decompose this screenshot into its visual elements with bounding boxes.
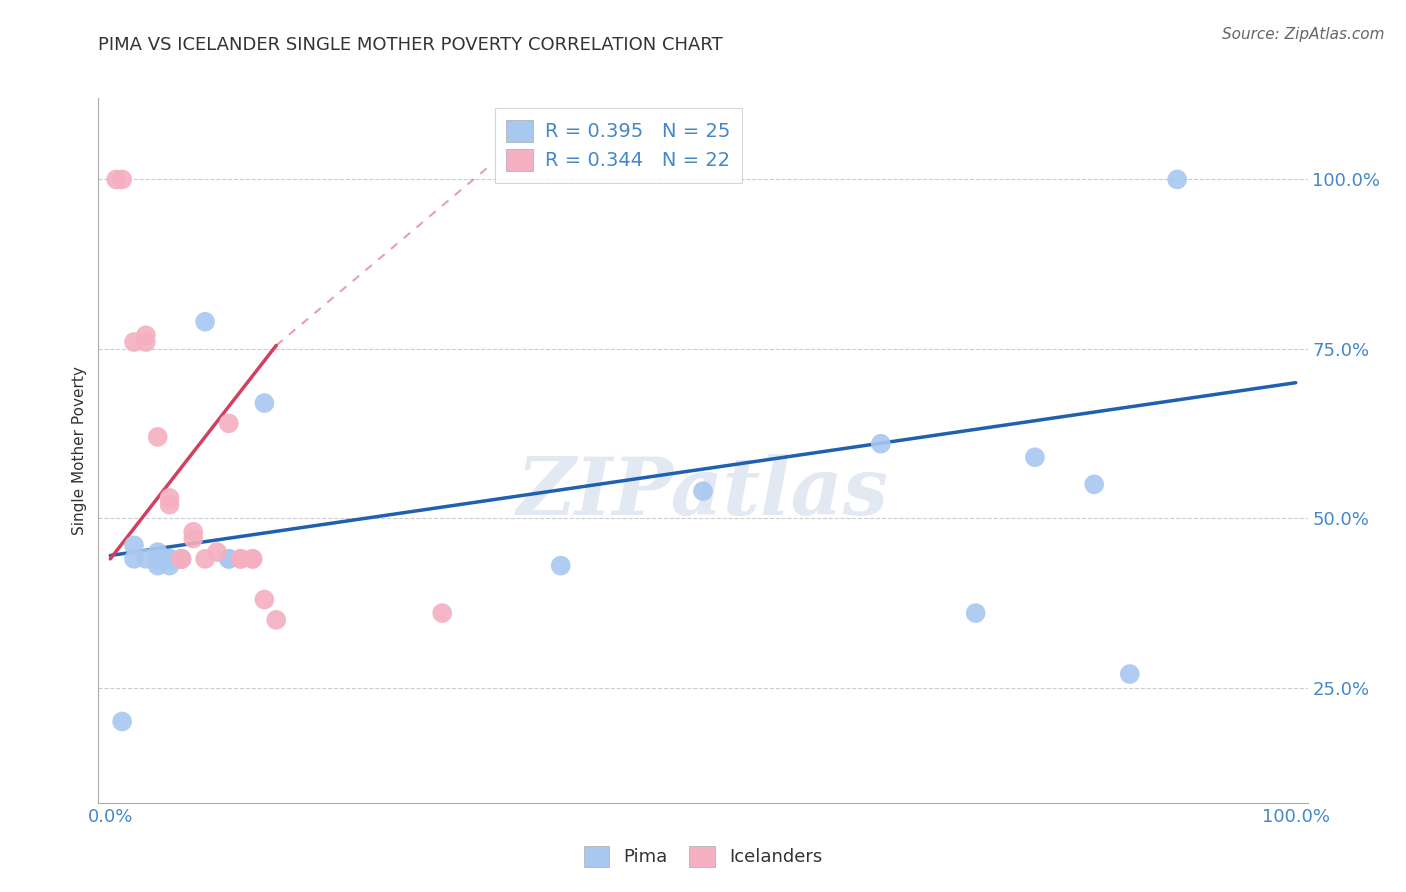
Point (550, 558, 572, 573)
Point (253, 592, 276, 607)
Point (194, 315, 217, 329)
Point (146, 558, 169, 573)
Point (135, 552, 157, 566)
Point (253, 396, 276, 410)
Point (159, 558, 181, 573)
Point (1083, 477, 1105, 491)
Point (229, 552, 252, 566)
Point (1166, 172, 1188, 186)
Point (218, 552, 240, 566)
Point (218, 417, 240, 431)
Point (181, 532, 204, 546)
Point (159, 552, 181, 566)
Text: PIMA VS ICELANDER SINGLE MOTHER POVERTY CORRELATION CHART: PIMA VS ICELANDER SINGLE MOTHER POVERTY … (98, 36, 723, 54)
Point (159, 491, 181, 505)
Point (159, 498, 181, 512)
Point (135, 328, 157, 343)
Point (692, 484, 714, 499)
Point (105, 172, 128, 186)
Point (242, 552, 264, 566)
Point (869, 436, 891, 450)
Legend: R = 0.395   N = 25, R = 0.344   N = 22: R = 0.395 N = 25, R = 0.344 N = 22 (495, 108, 742, 183)
Y-axis label: Single Mother Poverty: Single Mother Poverty (72, 366, 87, 535)
Point (170, 552, 193, 566)
Point (159, 552, 181, 566)
Point (122, 552, 145, 566)
Point (146, 552, 169, 566)
Point (218, 552, 240, 566)
Point (965, 606, 987, 620)
Point (170, 552, 193, 566)
Point (111, 714, 134, 729)
Point (170, 552, 193, 566)
Point (205, 545, 228, 559)
Text: ZIPatlas: ZIPatlas (517, 454, 889, 532)
Point (432, 606, 454, 620)
Point (146, 430, 169, 444)
Point (242, 552, 264, 566)
Point (1119, 667, 1142, 681)
Legend: Pima, Icelanders: Pima, Icelanders (576, 838, 830, 874)
Point (264, 613, 287, 627)
Point (181, 524, 204, 539)
Point (194, 552, 217, 566)
Point (146, 545, 169, 559)
Point (122, 538, 145, 552)
Text: Source: ZipAtlas.com: Source: ZipAtlas.com (1222, 27, 1385, 42)
Point (135, 334, 157, 349)
Point (1024, 450, 1046, 465)
Point (111, 172, 134, 186)
Point (159, 552, 181, 566)
Point (170, 552, 193, 566)
Point (229, 552, 252, 566)
Point (122, 334, 145, 349)
